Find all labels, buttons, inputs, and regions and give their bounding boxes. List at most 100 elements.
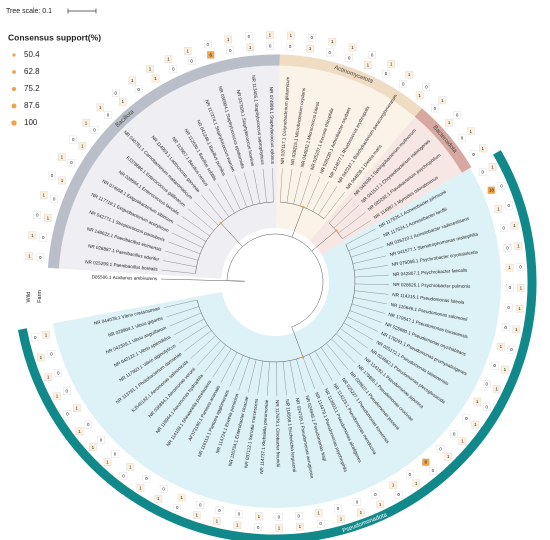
heatmap-cell — [348, 43, 357, 52]
heatmap-value: 1 — [258, 514, 261, 519]
heatmap-value: 0 — [465, 416, 468, 421]
heatmap-cell — [415, 91, 424, 100]
heatmap-value: 0 — [485, 382, 488, 387]
heatmap-cell — [399, 80, 407, 88]
heatmap-value: 1 — [122, 99, 125, 104]
heatmap-cell — [444, 452, 453, 461]
heatmap-value: 0 — [176, 505, 179, 510]
heatmap-value: 1 — [157, 496, 160, 501]
heatmap-value: 0 — [319, 521, 322, 526]
heatmap-cell — [482, 380, 491, 388]
heatmap-cell — [429, 466, 437, 475]
heatmap-value: 1 — [56, 394, 59, 399]
branch — [243, 172, 254, 206]
branch — [279, 168, 283, 203]
leaf-label: NR 037117.1 Corynebacterium glutamicum — [280, 76, 291, 164]
heatmap-value: 1 — [99, 105, 102, 110]
heatmap-cell — [517, 284, 525, 292]
heatmap-cell — [58, 153, 66, 161]
heatmap-cell — [510, 221, 519, 230]
heatmap-cell — [255, 512, 263, 521]
heatmap-value: 1 — [461, 439, 464, 444]
heatmap-value: 0 — [432, 468, 435, 473]
heatmap-cell — [84, 420, 92, 429]
branch — [302, 356, 315, 389]
heatmap-cell — [458, 437, 467, 446]
heatmap-cell — [89, 443, 97, 452]
heatmap-cell — [196, 501, 205, 509]
heatmap-value: 1 — [187, 48, 190, 53]
heatmap-value: 0 — [329, 50, 332, 55]
heatmap-value: 0 — [493, 363, 496, 368]
heatmap-cell — [497, 342, 505, 351]
heatmap-value: 1 — [482, 146, 485, 151]
heatmap-value: 0 — [485, 405, 488, 410]
heatmap-value: 1 — [491, 165, 494, 170]
heatmap-value: 0 — [506, 245, 509, 250]
heatmap-cell — [286, 42, 294, 51]
heatmap-value: 1 — [81, 143, 84, 148]
heatmap-cell — [119, 97, 127, 106]
heatmap-cell — [134, 85, 143, 94]
heatmap-cell — [471, 421, 480, 429]
heatmap-value: 0 — [57, 370, 60, 375]
heatmap-cell — [146, 65, 154, 73]
branch — [306, 177, 321, 209]
heatmap-cell — [422, 458, 430, 466]
clade-ring — [47, 54, 280, 269]
heatmap-value: 0 — [397, 492, 400, 497]
heatmap-value: 0 — [374, 492, 377, 497]
branch — [204, 344, 226, 372]
outgroup-label: D85506.1 Acidianus ambivalens — [92, 274, 158, 281]
heatmap-value: 0 — [278, 514, 281, 519]
heatmap-cell — [33, 211, 42, 219]
branch — [333, 204, 360, 229]
heatmap-value: 0 — [114, 452, 117, 457]
heatmap-value: 0 — [434, 106, 437, 111]
branch — [289, 360, 297, 395]
branch — [293, 171, 302, 205]
heatmap-value: 0 — [519, 264, 522, 269]
heatmap-value: 6 — [209, 52, 212, 57]
branch — [173, 318, 205, 336]
heatmap-value: 0 — [51, 173, 54, 178]
heatmap-value: 1 — [351, 45, 354, 50]
node-dot — [302, 205, 305, 209]
branch — [201, 194, 224, 221]
branch — [212, 348, 232, 378]
heatmap-value: 1 — [418, 93, 421, 98]
heatmap-value: 1 — [367, 63, 370, 68]
clade-background — [52, 168, 502, 508]
branch — [311, 230, 337, 252]
branch — [220, 222, 243, 247]
branch — [176, 224, 207, 242]
heatmap-value: 0 — [298, 513, 301, 518]
branch — [348, 237, 381, 251]
branch — [352, 255, 387, 264]
heatmap-cell — [494, 205, 503, 213]
heatmap-cell — [111, 450, 119, 458]
branch — [349, 310, 382, 323]
branch — [331, 338, 356, 364]
branch — [296, 359, 306, 392]
heatmap-cell — [406, 470, 414, 479]
clade-label: Pseudomonadota — [342, 512, 389, 534]
heatmap-cell — [462, 414, 471, 423]
heatmap-cell — [266, 42, 274, 50]
heatmap-value: 0 — [461, 135, 464, 140]
heatmap-value: 0 — [509, 285, 512, 290]
heatmap-value: 0 — [439, 446, 442, 451]
heatmap-value: 1 — [495, 386, 498, 391]
heatmap-value: 1 — [392, 483, 395, 488]
branch — [262, 168, 267, 203]
heatmap-value: 0 — [356, 500, 359, 505]
branch — [266, 361, 270, 396]
heatmap-cell — [39, 233, 47, 242]
heatmap-cell — [73, 404, 81, 412]
heatmap-value: 0 — [34, 335, 37, 340]
heatmap-cell — [266, 31, 274, 39]
heatmap-cell — [111, 89, 120, 97]
heatmap-cell — [458, 134, 466, 142]
heatmap-value: 1 — [331, 39, 334, 44]
